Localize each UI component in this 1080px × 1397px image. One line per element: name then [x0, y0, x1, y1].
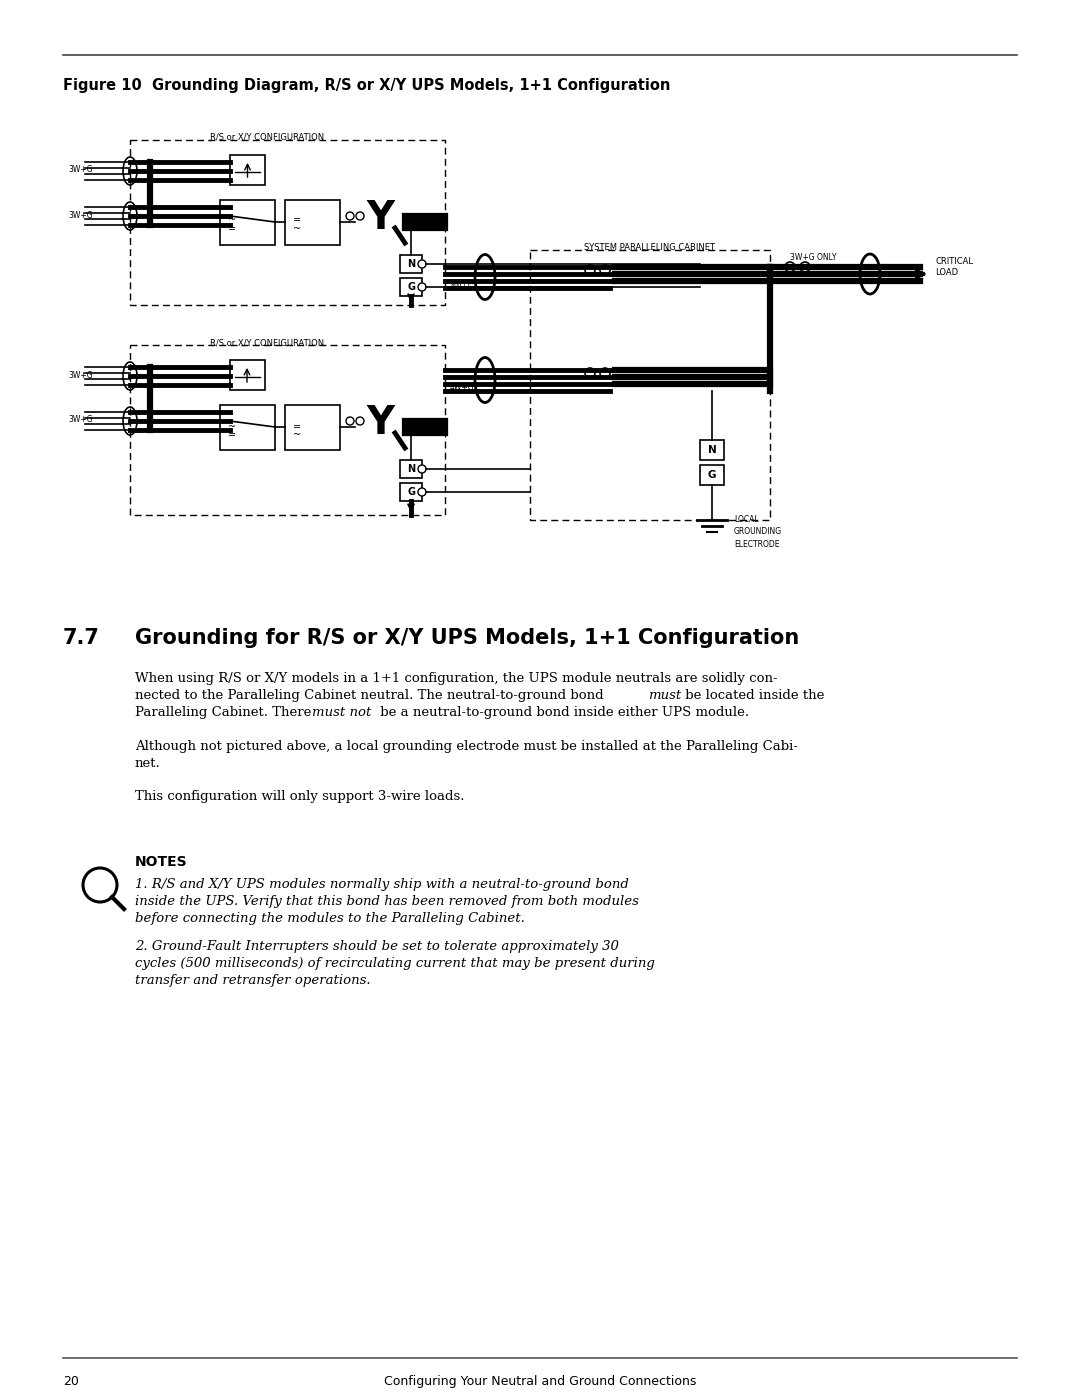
Circle shape — [585, 367, 595, 379]
Text: When using R/S or X/Y models in a 1+1 configuration, the UPS module neutrals are: When using R/S or X/Y models in a 1+1 co… — [135, 672, 778, 685]
Circle shape — [800, 263, 810, 272]
Circle shape — [600, 367, 610, 379]
Text: R/S or X/Y CONFIGURATION: R/S or X/Y CONFIGURATION — [211, 131, 325, 141]
Circle shape — [418, 488, 426, 496]
Text: ~
=: ~ = — [228, 215, 237, 233]
Text: be located inside the: be located inside the — [681, 689, 824, 703]
Circle shape — [585, 265, 595, 275]
Text: Figure 10  Grounding Diagram, R/S or X/Y UPS Models, 1+1 Configuration: Figure 10 Grounding Diagram, R/S or X/Y … — [63, 78, 671, 94]
Circle shape — [418, 465, 426, 474]
Text: 4W+G: 4W+G — [450, 384, 474, 393]
Text: N: N — [407, 464, 415, 474]
Text: transfer and retransfer operations.: transfer and retransfer operations. — [135, 974, 370, 988]
Text: CRITICAL
LOAD: CRITICAL LOAD — [935, 257, 973, 278]
Circle shape — [346, 416, 354, 425]
Text: 3W+G ONLY: 3W+G ONLY — [789, 253, 837, 263]
Circle shape — [356, 416, 364, 425]
Text: ~
=: ~ = — [228, 422, 237, 440]
Text: N: N — [707, 446, 716, 455]
Text: 3W+G: 3W+G — [68, 415, 93, 425]
Text: 7.7: 7.7 — [63, 629, 99, 648]
Text: G: G — [707, 469, 716, 481]
Text: R/S or X/Y CONFIGURATION: R/S or X/Y CONFIGURATION — [211, 338, 325, 346]
Text: inside the UPS. Verify that this bond has been removed from both modules: inside the UPS. Verify that this bond ha… — [135, 895, 639, 908]
Text: must not: must not — [312, 705, 372, 719]
Text: 3W+G: 3W+G — [68, 165, 93, 175]
Text: LOCAL
GROUNDING
ELECTRODE: LOCAL GROUNDING ELECTRODE — [734, 515, 782, 549]
Text: Y: Y — [366, 198, 394, 237]
Bar — [220, 405, 275, 450]
Circle shape — [346, 212, 354, 219]
Text: net.: net. — [135, 757, 161, 770]
Text: 2. Ground-Fault Interrupters should be set to tolerate approximately 30: 2. Ground-Fault Interrupters should be s… — [135, 940, 619, 953]
Bar — [285, 200, 340, 244]
Bar — [400, 256, 422, 272]
Text: This configuration will only support 3-wire loads.: This configuration will only support 3-w… — [135, 789, 464, 803]
Text: be a neutral-to-ground bond inside either UPS module.: be a neutral-to-ground bond inside eithe… — [376, 705, 750, 719]
Text: Grounding for R/S or X/Y UPS Models, 1+1 Configuration: Grounding for R/S or X/Y UPS Models, 1+1… — [135, 629, 799, 648]
Text: must: must — [648, 689, 681, 703]
Text: 1. R/S and X/Y UPS modules normally ship with a neutral-to-ground bond: 1. R/S and X/Y UPS modules normally ship… — [135, 877, 629, 891]
Text: =
~: = ~ — [293, 422, 301, 440]
Text: before connecting the modules to the Paralleling Cabinet.: before connecting the modules to the Par… — [135, 912, 525, 925]
Text: 4W+G: 4W+G — [450, 284, 474, 292]
Bar — [700, 465, 724, 485]
Bar — [700, 440, 724, 460]
Text: NOTES: NOTES — [135, 855, 188, 869]
Text: nected to the Paralleling Cabinet neutral. The neutral-to-ground bond: nected to the Paralleling Cabinet neutra… — [135, 689, 608, 703]
Circle shape — [785, 263, 795, 272]
Text: 3W+G: 3W+G — [68, 211, 93, 219]
Circle shape — [418, 284, 426, 291]
Text: Although not pictured above, a local grounding electrode must be installed at th: Although not pictured above, a local gro… — [135, 740, 798, 753]
Circle shape — [600, 265, 610, 275]
Text: Y: Y — [366, 404, 394, 441]
Text: G: G — [407, 282, 415, 292]
Bar — [400, 460, 422, 478]
Text: =
~: = ~ — [293, 215, 301, 233]
Bar — [400, 483, 422, 502]
Text: G: G — [407, 488, 415, 497]
Text: cycles (500 milliseconds) of recirculating current that may be present during: cycles (500 milliseconds) of recirculati… — [135, 957, 654, 970]
Text: Configuring Your Neutral and Ground Connections: Configuring Your Neutral and Ground Conn… — [383, 1375, 697, 1389]
Bar — [230, 155, 265, 184]
Bar — [400, 278, 422, 296]
Text: Paralleling Cabinet. There: Paralleling Cabinet. There — [135, 705, 315, 719]
Circle shape — [356, 212, 364, 219]
Text: 3W+G: 3W+G — [68, 370, 93, 380]
Bar — [230, 360, 265, 390]
Text: N: N — [407, 258, 415, 270]
Bar — [285, 405, 340, 450]
Bar — [220, 200, 275, 244]
Text: SYSTEM PARALLELING CABINET: SYSTEM PARALLELING CABINET — [584, 243, 715, 251]
Text: 20: 20 — [63, 1375, 79, 1389]
Circle shape — [418, 260, 426, 268]
